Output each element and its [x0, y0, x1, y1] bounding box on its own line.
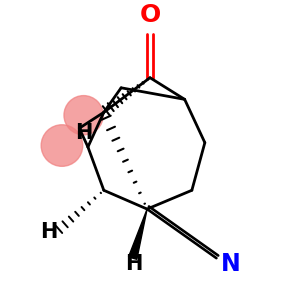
Circle shape [64, 96, 103, 135]
Polygon shape [128, 209, 147, 260]
Circle shape [41, 125, 83, 166]
Text: N: N [221, 252, 241, 276]
Text: O: O [140, 3, 160, 27]
Text: H: H [75, 123, 92, 142]
Text: H: H [125, 254, 143, 274]
Text: H: H [40, 222, 58, 242]
